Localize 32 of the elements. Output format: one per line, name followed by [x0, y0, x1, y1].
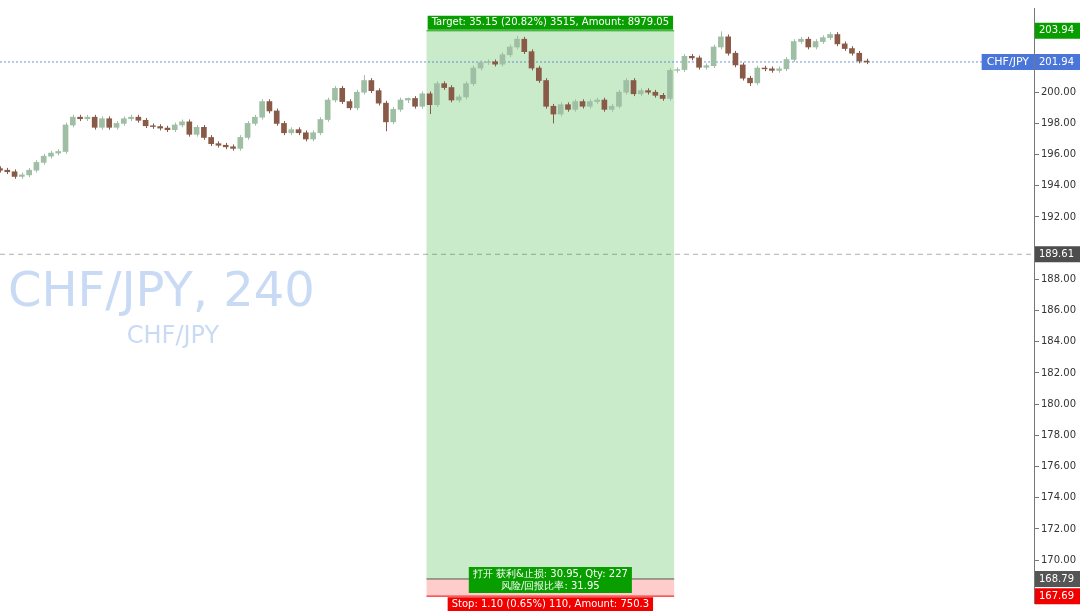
y-tick-label: 186.00 [1041, 304, 1076, 316]
y-tick-label: 184.00 [1041, 335, 1076, 347]
annotation: 风险/回报比率: 31.95 [501, 579, 600, 591]
text: 201.94 [1039, 55, 1074, 67]
y-tick-label: 174.00 [1041, 491, 1076, 503]
y-tick-label: 188.00 [1041, 272, 1076, 284]
candlestick [383, 100, 389, 132]
text: 203.94 [1039, 24, 1074, 36]
text: 189.61 [1039, 247, 1074, 259]
candlestick [426, 90, 433, 115]
y-tick-label: 194.00 [1041, 179, 1076, 191]
candlestick [244, 120, 251, 141]
y-tick-label: 200.00 [1041, 85, 1076, 97]
candlestick [324, 97, 331, 123]
y-tick-label: 182.00 [1041, 366, 1076, 378]
y-tick-label: 172.00 [1041, 522, 1076, 534]
y-tick-label: 192.00 [1041, 210, 1076, 222]
annotation: Target: 35.15 (20.82%) 3515, Amount: 8979.05 [430, 16, 670, 28]
annotation: Stop: 1.10 (0.65%) 110, Amount: 750.3 [451, 597, 650, 609]
y-tick-label: 198.00 [1041, 117, 1076, 129]
candlestick [725, 34, 731, 57]
ref-line-label: CHF/JPY [986, 54, 1030, 68]
candlestick [754, 65, 761, 86]
annotation: 打开 获利&止损: 30.95, Qty: 227 [471, 567, 628, 579]
y-tick-label: 180.00 [1041, 397, 1076, 409]
y-tick-label: 178.00 [1041, 428, 1076, 440]
text: 168.79 [1039, 572, 1074, 584]
y-tick-label: 196.00 [1041, 148, 1076, 160]
y-tick-label: 170.00 [1041, 553, 1076, 565]
text: 167.69 [1039, 589, 1074, 601]
candlestick [434, 80, 440, 108]
y-tick-label: 176.00 [1041, 460, 1076, 472]
